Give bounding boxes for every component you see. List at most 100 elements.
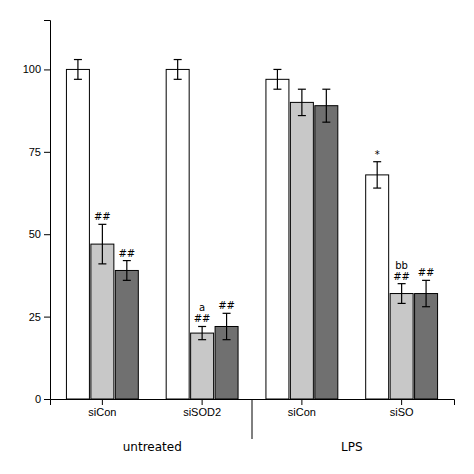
error-line xyxy=(226,313,227,339)
bar xyxy=(115,270,138,399)
section-divider xyxy=(252,399,253,439)
error-cap xyxy=(74,59,82,60)
x-tick: siSOD2 xyxy=(183,399,221,418)
y-tick-label: 50 xyxy=(29,228,41,240)
error-bar xyxy=(98,224,106,264)
y-tick: 25 xyxy=(29,311,50,323)
annotation: ## xyxy=(118,248,135,259)
x-tick-label: siSO xyxy=(390,406,414,418)
section-label: LPS xyxy=(341,440,363,454)
error-cap xyxy=(398,303,406,304)
annotation: ## xyxy=(393,271,410,282)
y-axis-line xyxy=(44,21,51,400)
y-tick-mark xyxy=(44,399,50,400)
error-bar xyxy=(273,69,281,89)
error-bar xyxy=(198,326,206,339)
x-tick-label: siSOD2 xyxy=(183,406,221,418)
y-tick-label: 75 xyxy=(29,146,41,158)
bar xyxy=(390,294,413,399)
marks xyxy=(66,60,437,399)
error-cap xyxy=(223,313,231,314)
plot: 0 25 50 75 100 siCon siSOD2 siCon siSO untreated L… xyxy=(23,21,455,455)
series xyxy=(115,89,437,399)
x-tick-mark xyxy=(401,399,402,405)
error-cap xyxy=(123,280,131,281)
error-cap xyxy=(373,187,381,188)
error-cap xyxy=(322,89,330,90)
error-cap xyxy=(322,122,330,123)
error-cap xyxy=(174,79,182,80)
error-line xyxy=(126,261,127,281)
bar xyxy=(415,294,438,399)
error-cap xyxy=(123,260,131,261)
error-line xyxy=(102,224,103,264)
annotation: * xyxy=(375,149,380,160)
error-cap xyxy=(422,306,430,307)
error-cap xyxy=(373,161,381,162)
section-label: untreated xyxy=(123,440,182,454)
error-line xyxy=(77,60,78,80)
error-line xyxy=(301,89,302,115)
y-tick-mark xyxy=(44,234,50,235)
bar xyxy=(366,175,389,399)
bar xyxy=(315,106,338,399)
x-tick-mark xyxy=(202,399,203,405)
annotation: bb xyxy=(395,260,408,271)
y-tick-label: 100 xyxy=(23,63,41,75)
bar xyxy=(91,244,114,399)
error-line xyxy=(326,89,327,122)
error-cap xyxy=(273,69,281,70)
y-tick-label: 25 xyxy=(29,311,41,323)
bar xyxy=(191,333,214,399)
y-tick-mark xyxy=(44,69,50,70)
x-tick-label: siCon xyxy=(88,406,116,418)
error-cap xyxy=(198,339,206,340)
error-bar xyxy=(123,261,131,281)
x-tick-mark xyxy=(102,399,103,405)
bar xyxy=(290,102,313,399)
error-bar xyxy=(74,60,82,80)
x-tick: siSO xyxy=(390,399,414,418)
chart: 0 25 50 75 100 siCon siSOD2 siCon siSO untreated L… xyxy=(0,0,474,474)
error-line xyxy=(425,280,426,306)
bar xyxy=(266,79,289,399)
y-tick: 100 xyxy=(23,63,50,75)
x-tick: siCon xyxy=(288,399,316,418)
error-line xyxy=(177,60,178,80)
error-bar xyxy=(398,284,406,304)
bar xyxy=(166,69,189,399)
error-bar xyxy=(422,280,430,306)
annotation: ## xyxy=(418,267,435,278)
error-cap xyxy=(98,224,106,225)
error-line xyxy=(202,326,203,339)
annotation: ## xyxy=(218,300,235,311)
sections: untreated LPS xyxy=(123,399,363,454)
series xyxy=(66,60,388,399)
annotation: a xyxy=(199,302,205,313)
error-cap xyxy=(398,283,406,284)
error-bar xyxy=(373,162,381,188)
annotation: ## xyxy=(194,313,211,324)
x-tick-mark xyxy=(301,399,302,405)
error-cap xyxy=(74,79,82,80)
error-line xyxy=(401,284,402,304)
y-tick: 50 xyxy=(29,228,50,240)
bar xyxy=(66,69,89,399)
x-tick-label: siCon xyxy=(288,406,316,418)
error-cap xyxy=(198,326,206,327)
error-bar xyxy=(322,89,330,122)
y-tick-mark xyxy=(44,152,50,153)
error-cap xyxy=(298,89,306,90)
y-tick-mark xyxy=(44,317,50,318)
series xyxy=(91,89,413,399)
error-line xyxy=(277,69,278,89)
error-cap xyxy=(273,89,281,90)
error-cap xyxy=(422,280,430,281)
error-bar xyxy=(223,313,231,339)
error-cap xyxy=(223,339,231,340)
y-tick: 0 xyxy=(35,393,50,405)
error-cap xyxy=(98,263,106,264)
annotation: ## xyxy=(94,211,111,222)
error-bar xyxy=(298,89,306,115)
x-tick: siCon xyxy=(88,399,116,418)
